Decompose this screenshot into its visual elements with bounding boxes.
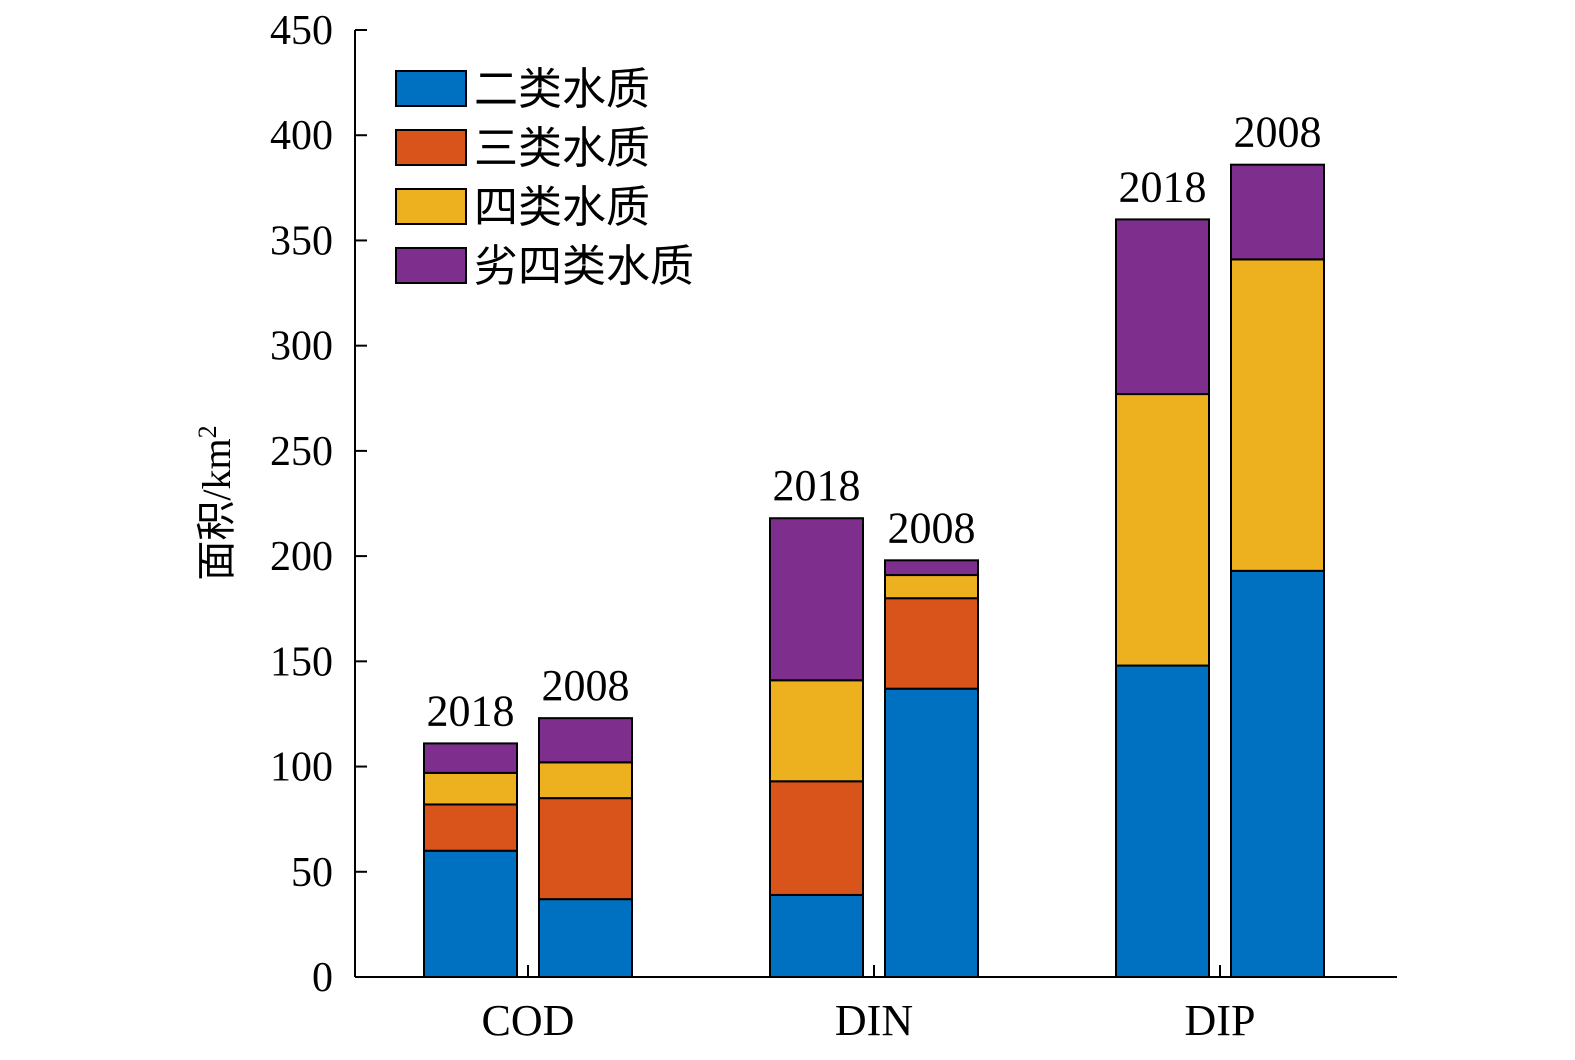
bar-segment-cod-2018-s3 [423,742,518,774]
bar-year-label: 2018 [773,461,861,510]
x-tick-label-dip: DIP [1185,996,1256,1045]
x-tick-label-cod: COD [482,996,575,1045]
bar-segment-din-2008-s3 [884,559,979,577]
legend-swatch [395,188,467,225]
bar-year-label: 2008 [888,503,976,552]
axes: 0 50 100 150 200 250 300 350 400 450 COD DIN DIP [270,8,1397,1045]
y-tick-label: 350 [270,218,333,264]
y-axis-label-text: 面积/km [194,438,239,580]
y-tick-label: 0 [312,955,333,1001]
y-tick-label: 250 [270,429,333,475]
bar-segment-cod-2018-s2 [423,771,518,806]
y-tick-label: 300 [270,324,333,370]
y-tick-label: 400 [270,113,333,159]
y-tick-label: 50 [291,850,333,896]
x-ticks: COD DIN DIP [482,965,1256,1045]
legend-label: 劣四类水质 [474,242,694,291]
legend-swatch [395,129,467,166]
bar-segment-cod-2008-s3 [538,717,633,764]
bar-segment-cod-2008-s0 [538,898,633,978]
bar-segment-dip-2008-s0 [1230,569,1325,978]
bar-segment-din-2018-s0 [769,893,864,979]
bar-segment-din-2008-s2 [884,574,979,600]
bar-segment-cod-2018-s1 [423,803,518,852]
bar-segment-cod-2018-s0 [423,849,518,979]
bar-segment-dip-2018-s2 [1115,393,1210,667]
bar-segment-dip-2008-s3 [1230,163,1325,261]
bar-year-label: 2008 [1234,108,1322,157]
legend-label: 二类水质 [474,65,650,114]
bar-year-label: 2018 [1119,162,1207,211]
bar-segment-dip-2018-s3 [1115,218,1210,396]
y-tick-label: 200 [270,534,333,580]
bar-year-label: 2008 [542,661,630,710]
x-tick-label-din: DIN [835,996,913,1045]
legend-label: 三类水质 [474,124,650,173]
y-tick-label: 100 [270,745,333,791]
bar-segment-cod-2008-s1 [538,797,633,901]
bar-segment-dip-2008-s2 [1230,258,1325,572]
y-tick-label: 450 [270,8,333,54]
bars-layer [423,163,1325,979]
bar-segment-cod-2008-s2 [538,761,633,800]
legend-swatch [395,70,467,107]
bar-segment-din-2018-s1 [769,780,864,896]
legend-swatch [395,247,467,284]
bar-segment-din-2008-s1 [884,597,979,690]
y-ticks: 0 50 100 150 200 250 300 350 400 450 [270,8,367,1001]
bar-segment-din-2008-s0 [884,687,979,978]
legend-label: 四类水质 [474,183,650,232]
bar-segment-dip-2018-s0 [1115,664,1210,978]
bar-segment-din-2018-s3 [769,517,864,682]
y-tick-label: 150 [270,639,333,685]
bar-year-labels: 2018 2008 2018 2008 2018 2008 [427,108,1322,736]
y-axis-label: 面积/km2 [193,425,240,580]
y-axis-label-superscript: 2 [193,425,222,438]
bar-segment-din-2018-s2 [769,679,864,783]
bar-year-label: 2018 [427,686,515,735]
